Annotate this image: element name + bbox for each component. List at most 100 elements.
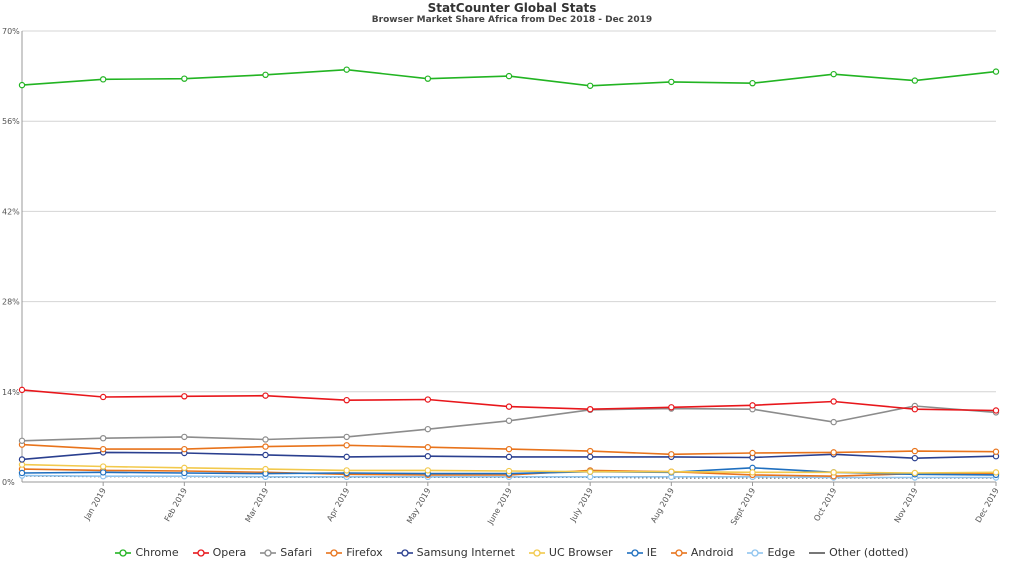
data-point [830, 449, 837, 456]
data-point [668, 451, 675, 458]
x-tick-label: Aug 2019 [649, 487, 676, 525]
legend-label: Opera [212, 546, 247, 559]
legend-label: UC Browser [548, 546, 613, 559]
legend-item[interactable]: Edge [747, 546, 795, 559]
data-point [992, 68, 1000, 75]
data-point [99, 463, 107, 470]
data-point [181, 75, 188, 82]
x-tick-label: June 2019 [485, 487, 513, 527]
x-tick-label: Feb 2019 [163, 487, 189, 524]
data-point [18, 461, 26, 468]
data-point [830, 70, 837, 78]
legend-label: Firefox [346, 546, 383, 559]
y-tick-label: 0% [2, 478, 15, 487]
x-tick-label: Jan 2019 [82, 487, 108, 523]
data-point [18, 81, 26, 89]
data-point [181, 469, 188, 477]
data-point [181, 464, 188, 472]
legend-label: Android [690, 546, 734, 559]
data-point [749, 469, 756, 476]
data-point [668, 78, 675, 86]
data-point [424, 467, 432, 474]
legend-swatch-icon [670, 548, 687, 557]
x-tick-label: Apr 2019 [325, 487, 351, 523]
data-point [505, 72, 513, 80]
data-point [749, 402, 756, 409]
data-point [99, 434, 107, 442]
data-point [911, 447, 919, 455]
data-point [99, 393, 107, 401]
x-tick-label: Oct 2019 [812, 487, 838, 523]
legend-label: Samsung Internet [416, 546, 515, 559]
data-point [505, 403, 513, 410]
x-tick-label: Mar 2019 [243, 487, 270, 524]
data-point [343, 442, 350, 449]
data-point [343, 66, 350, 73]
data-point [343, 433, 350, 441]
data-point [830, 418, 837, 426]
data-point [505, 445, 513, 453]
grid [21, 30, 996, 483]
data-point [586, 468, 594, 475]
data-point [181, 393, 188, 400]
legend-swatch-icon [115, 548, 132, 557]
legend-label: Chrome [135, 546, 179, 559]
data-point [343, 396, 350, 404]
y-tick-label: 70% [2, 27, 20, 36]
x-tick-label: Nov 2019 [893, 487, 920, 525]
legend-item[interactable]: UC Browser [528, 546, 613, 559]
data-point [586, 405, 594, 413]
data-point [424, 444, 432, 451]
legend-item[interactable]: Android [670, 546, 734, 559]
x-axis-ticks: Jan 2019 Feb 2019 Mar 2019 Apr 2019 May 2019… [82, 482, 1001, 527]
x-tick-label: July 2019 [568, 487, 595, 525]
data-point [343, 453, 350, 461]
data-point [18, 437, 26, 444]
data-point [668, 404, 675, 411]
data-point [99, 445, 107, 453]
data-point [586, 473, 594, 481]
legend-label: Other (dotted) [829, 546, 909, 559]
data-point [586, 82, 594, 89]
data-point [424, 453, 432, 460]
data-point [424, 425, 432, 433]
legend-item[interactable]: Other (dotted) [809, 546, 909, 559]
data-point [992, 448, 1000, 455]
data-point [586, 447, 594, 455]
data-point [505, 467, 513, 475]
data-point [505, 417, 513, 424]
legend-item[interactable]: Safari [260, 546, 312, 559]
legend-item[interactable]: IE [626, 546, 657, 559]
data-point [911, 469, 919, 477]
data-point [505, 453, 513, 461]
data-point [18, 469, 26, 477]
legend-item[interactable]: Chrome [115, 546, 179, 559]
data-point [424, 75, 432, 82]
series-opera [18, 386, 1000, 414]
legend-item[interactable]: Firefox [326, 546, 383, 559]
data-point [830, 398, 837, 405]
data-point [181, 433, 188, 441]
legend-swatch-icon [396, 548, 413, 557]
data-point [911, 77, 919, 84]
legend-item[interactable]: Opera [192, 546, 247, 559]
data-point [99, 76, 107, 83]
data-point [262, 451, 269, 459]
legend-label: Safari [280, 546, 313, 559]
data-point [992, 407, 1000, 414]
legend: Chrome Opera Safari Firefox Samsung Internet… [0, 546, 1024, 559]
legend-label: IE [646, 546, 657, 559]
y-tick-label: 28% [2, 298, 20, 307]
chart-title: StatCounter Global Stats [427, 1, 597, 15]
x-tick-label: Sept 2019 [729, 487, 757, 527]
legend-swatch-icon [528, 548, 545, 557]
data-point [749, 79, 756, 87]
series-lines [18, 66, 1000, 481]
legend-item[interactable]: Samsung Internet [396, 546, 515, 559]
data-point [181, 445, 188, 453]
y-axis-ticks: 0% 14% 28% 42% 56% 70% [2, 27, 20, 487]
data-point [262, 71, 269, 79]
data-point [262, 465, 269, 473]
data-point [262, 392, 269, 399]
